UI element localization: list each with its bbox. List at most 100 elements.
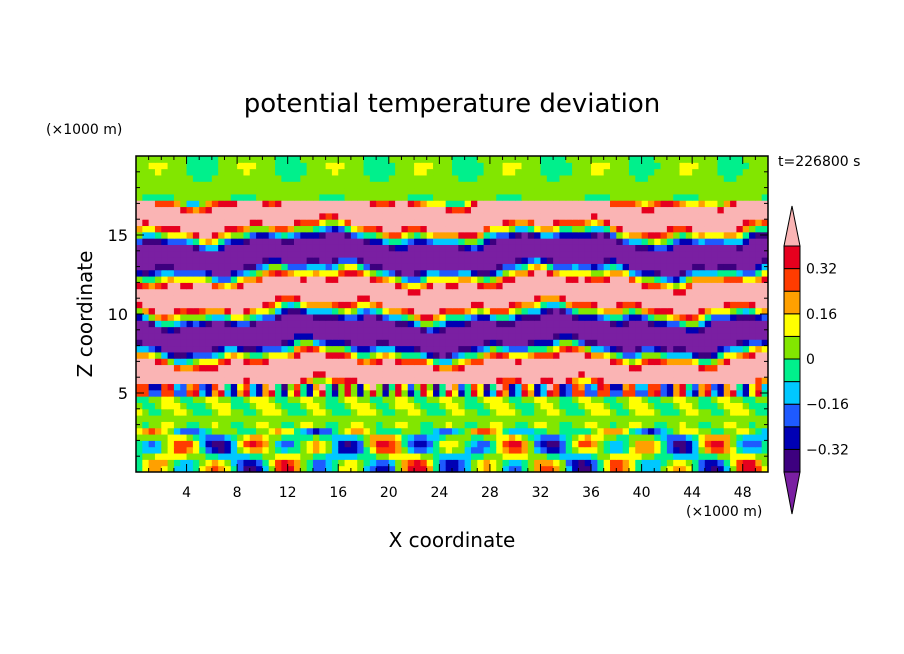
heatmap-cell	[319, 193, 327, 201]
heatmap-cell	[749, 427, 756, 435]
heatmap-cell	[553, 396, 560, 403]
heatmap-cell	[673, 427, 681, 435]
heatmap-cell	[704, 206, 712, 214]
heatmap-cell	[685, 440, 693, 448]
heatmap-cell	[211, 415, 219, 422]
heatmap-cell	[199, 415, 207, 422]
heatmap-cell	[338, 168, 346, 176]
heatmap-cell	[180, 244, 188, 252]
heatmap-cell	[243, 238, 251, 245]
heatmap-cell	[502, 320, 510, 328]
heatmap-cell	[382, 295, 390, 302]
heatmap-cell	[167, 326, 175, 334]
heatmap-cell	[565, 174, 573, 182]
heatmap-cell	[565, 459, 573, 467]
heatmap-cell	[433, 225, 440, 233]
heatmap-cell	[647, 200, 655, 208]
heatmap-cell	[483, 206, 491, 214]
heatmap-cell	[559, 427, 567, 435]
heatmap-cell	[654, 206, 662, 214]
heatmap-cell	[376, 320, 383, 328]
heatmap-cell	[610, 269, 617, 277]
heatmap-cell	[704, 181, 712, 189]
heatmap-cell	[325, 295, 333, 302]
heatmap-cell	[502, 402, 510, 410]
heatmap-cell	[534, 402, 541, 410]
heatmap-cell	[502, 181, 510, 189]
heatmap-cell	[433, 453, 440, 460]
heatmap-cell	[736, 408, 744, 416]
heatmap-cell	[199, 282, 207, 290]
heatmap-cell	[641, 434, 649, 441]
time-label: t=226800 s	[778, 154, 860, 170]
heatmap-cell	[483, 212, 491, 220]
heatmap-cell	[736, 295, 744, 302]
heatmap-cell	[711, 396, 718, 403]
heatmap-cell	[679, 351, 687, 359]
heatmap-cell	[414, 389, 421, 397]
heatmap-cell	[540, 440, 548, 448]
heatmap-cell	[420, 244, 428, 252]
heatmap-cell	[414, 320, 421, 328]
heatmap-cell	[717, 427, 725, 435]
heatmap-cell	[723, 465, 731, 472]
heatmap-cell	[464, 345, 472, 353]
heatmap-cell	[224, 339, 232, 347]
heatmap-cell	[407, 364, 415, 372]
heatmap-cell	[742, 263, 750, 271]
heatmap-cell	[167, 377, 175, 385]
heatmap-cell	[205, 465, 213, 472]
heatmap-cell	[281, 320, 289, 328]
heatmap-cell	[312, 269, 320, 277]
heatmap-cell	[306, 370, 314, 378]
heatmap-cell	[666, 339, 674, 347]
heatmap-cell	[477, 181, 485, 189]
heatmap-cell	[704, 156, 712, 163]
heatmap-cell	[616, 389, 624, 397]
heatmap-cell	[167, 156, 175, 163]
heatmap-cell	[363, 370, 371, 378]
heatmap-cell	[470, 276, 478, 283]
heatmap-cell	[521, 156, 529, 163]
heatmap-cell	[294, 314, 301, 321]
heatmap-cell	[470, 231, 478, 239]
heatmap-cell	[603, 326, 611, 334]
heatmap-cell	[597, 257, 605, 264]
heatmap-cell	[635, 364, 643, 372]
heatmap-cell	[496, 408, 504, 416]
heatmap-cell	[717, 459, 725, 467]
heatmap-cell	[350, 206, 358, 214]
heatmap-cell	[382, 174, 390, 182]
heatmap-cell	[186, 295, 194, 302]
heatmap-cell	[553, 231, 560, 239]
heatmap-cell	[401, 389, 409, 397]
heatmap-cell	[584, 225, 592, 233]
heatmap-cell	[717, 402, 725, 410]
heatmap-cell	[199, 200, 207, 208]
heatmap-cell	[287, 282, 295, 290]
heatmap-cell	[452, 345, 459, 353]
heatmap-cell	[275, 244, 282, 252]
heatmap-cell	[268, 257, 276, 264]
heatmap-cell	[237, 440, 244, 448]
heatmap-cell	[287, 446, 295, 454]
heatmap-cell	[515, 358, 523, 366]
heatmap-cell	[527, 345, 535, 353]
heatmap-cell	[325, 421, 333, 429]
heatmap-cell	[755, 225, 763, 233]
heatmap-cell	[477, 193, 485, 201]
heatmap-cell	[616, 244, 624, 252]
heatmap-cell	[546, 263, 554, 271]
heatmap-cell	[224, 465, 232, 472]
heatmap-cell	[572, 326, 579, 334]
heatmap-cell	[527, 282, 535, 290]
heatmap-cell	[755, 377, 763, 385]
heatmap-cell	[692, 282, 699, 290]
heatmap-cell	[256, 415, 263, 422]
heatmap-cell	[186, 459, 194, 467]
heatmap-cell	[363, 295, 371, 302]
heatmap-cell	[237, 459, 244, 467]
heatmap-cell	[262, 212, 270, 220]
heatmap-cell	[414, 370, 421, 378]
heatmap-cell	[180, 396, 188, 403]
